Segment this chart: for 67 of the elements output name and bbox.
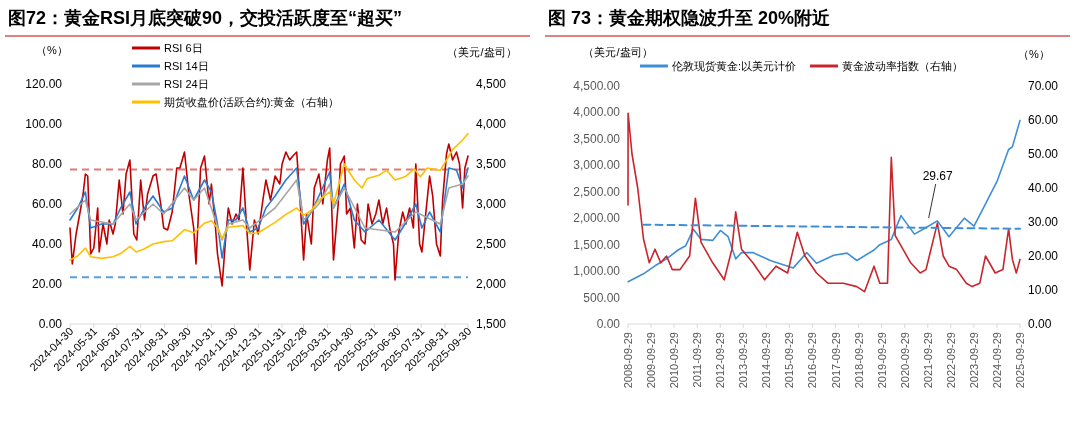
line-series bbox=[69, 175, 469, 241]
y-tick-label: 40.00 bbox=[31, 237, 63, 251]
y2-tick-label: 0.00 bbox=[1028, 317, 1052, 331]
y2-tick-label: 40.00 bbox=[1028, 181, 1059, 195]
legend-label: RSI 6日 bbox=[164, 42, 203, 54]
y2-tick-label: 30.00 bbox=[1028, 215, 1059, 229]
chart-title: 图 73：黄金期权隐波升至 20%附近 bbox=[548, 8, 832, 28]
y2-axis-title: （%） bbox=[1018, 48, 1050, 60]
y2-tick-label: 1,500 bbox=[476, 317, 507, 331]
x-tick-label: 2016-09-29 bbox=[806, 332, 819, 389]
y-axis-title: （美元/盎司） bbox=[583, 46, 653, 58]
y2-tick-label: 3,500 bbox=[476, 157, 507, 171]
y-tick-label: 120.00 bbox=[25, 77, 63, 91]
x-tick-label: 2017-09-29 bbox=[829, 332, 842, 389]
y-tick-label: 4,000.00 bbox=[573, 105, 621, 120]
y2-tick-label: 60.00 bbox=[1028, 113, 1059, 127]
y-tick-label: 100.00 bbox=[25, 117, 63, 131]
y-tick-label: 2,500.00 bbox=[573, 184, 621, 199]
x-tick-label: 2008-09-29 bbox=[622, 332, 634, 389]
x-tick-label: 2018-09-29 bbox=[852, 332, 865, 389]
x-tick-label: 2024-09-29 bbox=[990, 332, 1003, 389]
y-tick-label: 1,000.00 bbox=[573, 264, 621, 279]
legend-label: 黄金波动率指数（右轴） bbox=[842, 60, 963, 72]
x-tick-label: 2015-09-29 bbox=[783, 332, 796, 389]
annotation: 29.67 bbox=[922, 169, 954, 183]
y-tick-label: 60.00 bbox=[31, 197, 63, 211]
y-tick-label: 20.00 bbox=[31, 277, 63, 291]
y-tick-label: 3,500.00 bbox=[573, 131, 621, 146]
y-tick-label: 0.00 bbox=[596, 317, 621, 331]
y-tick-label: 4,500.00 bbox=[573, 79, 621, 93]
y-tick-label: 500.00 bbox=[583, 290, 621, 305]
chart-title: 图72：黄金RSI月底突破90，交投活跃度至“超买” bbox=[8, 8, 403, 28]
y2-tick-label: 50.00 bbox=[1028, 147, 1059, 161]
line-series bbox=[69, 143, 469, 287]
x-tick-label: 2023-09-29 bbox=[967, 332, 980, 389]
y-tick-label: 2,000.00 bbox=[573, 211, 621, 226]
x-tick-label: 2012-09-29 bbox=[714, 332, 727, 389]
y2-tick-label: 3,000 bbox=[476, 197, 507, 211]
x-tick-label: 2019-09-29 bbox=[875, 332, 888, 389]
x-tick-label: 2010-09-29 bbox=[668, 332, 681, 389]
y-tick-label: 80.00 bbox=[31, 157, 63, 171]
x-tick-label: 2011-09-29 bbox=[691, 332, 704, 388]
y2-tick-label: 10.00 bbox=[1028, 283, 1059, 297]
y-tick-label: 1,500.00 bbox=[573, 237, 621, 252]
line-series bbox=[69, 167, 469, 259]
x-tick-label: 2025-09-29 bbox=[1014, 332, 1026, 389]
legend-label: 伦敦现货黄金:以美元计价 bbox=[672, 60, 797, 72]
x-tick-label: 2020-09-29 bbox=[898, 332, 911, 389]
y-axis-title: （%） bbox=[36, 44, 68, 56]
line-series bbox=[69, 132, 469, 261]
y2-tick-label: 2,000 bbox=[476, 277, 507, 291]
y2-tick-label: 20.00 bbox=[1028, 249, 1059, 263]
x-tick-label: 2009-09-29 bbox=[645, 332, 658, 389]
y2-tick-label: 2,500 bbox=[476, 237, 507, 251]
x-tick-label: 2022-09-29 bbox=[944, 332, 957, 389]
legend-label: RSI 14日 bbox=[164, 60, 209, 72]
legend-label: RSI 24日 bbox=[164, 78, 209, 90]
x-tick-label: 2014-09-29 bbox=[760, 332, 773, 389]
y2-tick-label: 70.00 bbox=[1028, 79, 1059, 93]
y-tick-label: 0.00 bbox=[38, 317, 63, 331]
y2-tick-label: 4,500 bbox=[476, 77, 507, 91]
x-tick-label: 2013-09-29 bbox=[737, 332, 750, 389]
y2-axis-title: （美元/盎司） bbox=[447, 46, 517, 58]
y-tick-label: 3,000.00 bbox=[573, 158, 621, 173]
legend-label: 期货收盘价(活跃合约):黄金（右轴） bbox=[164, 96, 340, 108]
y2-tick-label: 4,000 bbox=[476, 117, 507, 131]
x-tick-label: 2021-09-29 bbox=[921, 332, 934, 389]
